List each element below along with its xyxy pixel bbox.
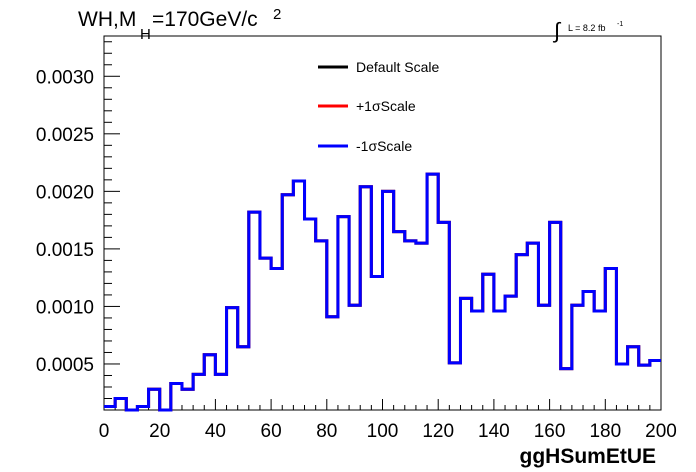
x-tick-label: 100 [367,421,399,442]
x-tick-label: 140 [478,421,510,442]
legend-label-minus: -1σScale [356,138,412,154]
legend-label-plus: +1σScale [356,98,416,114]
y-tick-label: 0.0015 [36,240,94,261]
luminosity-label: ∫ L = 8.2 fb -1 [552,18,623,43]
luminosity-superscript: -1 [617,21,623,28]
chart-title: WH,M H =170GeV/c 2 [78,6,281,43]
series-line-2 [104,172,661,412]
title-main: WH,M [78,8,136,31]
title-subscript: H [140,26,151,43]
x-tick-label: 40 [205,421,226,442]
legend: Default Scale +1σScale -1σScale [318,59,439,154]
x-tick-label: 0 [99,421,110,442]
y-tick-label: 0.0030 [36,67,94,88]
y-tick-label: 0.0010 [36,297,94,318]
x-axis: 0 20 40 60 80 100 120 140 160 180 200 [99,399,677,442]
integral-symbol: ∫ [552,18,562,43]
x-tick-label: 160 [534,421,566,442]
legend-label-default: Default Scale [356,59,439,75]
y-tick-label: 0.0020 [36,182,94,203]
y-axis: 0.0005 0.0010 0.0015 0.0020 0.0025 0.0030 [36,41,120,411]
title-rest: =170GeV/c [152,8,258,31]
title-superscript: 2 [273,6,281,23]
x-tick-label: 200 [645,421,677,442]
y-tick-label: 0.0025 [36,125,94,146]
x-tick-label: 80 [316,421,337,442]
luminosity-text: L = 8.2 fb [568,23,605,33]
x-axis-title: ggHSumEtUE [520,445,657,468]
x-tick-label: 60 [261,421,282,442]
x-tick-label: 180 [589,421,621,442]
y-tick-label: 0.0005 [36,355,94,376]
series-layer [104,172,661,412]
x-tick-label: 20 [149,421,170,442]
x-tick-label: 120 [422,421,454,442]
